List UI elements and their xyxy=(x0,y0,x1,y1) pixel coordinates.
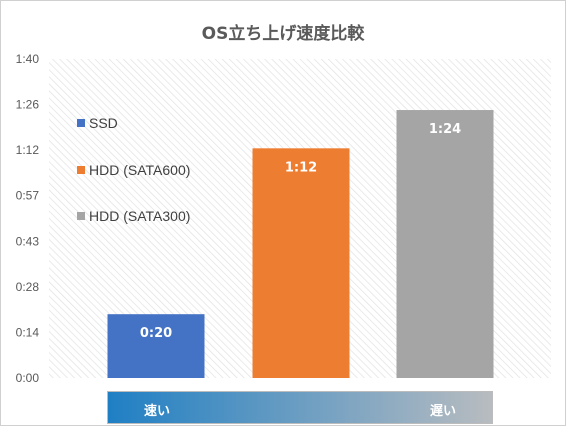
speed-scale-bar: 速い 遅い xyxy=(107,391,493,424)
y-tick-label: 1:40 xyxy=(16,52,40,66)
y-tick-label: 0:00 xyxy=(16,371,40,385)
legend-label: HDD (SATA300) xyxy=(89,208,191,224)
data-label-2: 1:24 xyxy=(429,122,461,137)
y-tick-label: 0:57 xyxy=(16,189,40,203)
y-tick-label: 1:26 xyxy=(16,98,40,112)
data-labels-group: 0:20 1:12 1:24 xyxy=(140,122,461,341)
legend-item: HDD (SATA600) xyxy=(77,162,190,178)
bar-2 xyxy=(396,110,494,378)
chart-title: OS立ち上げ速度比較 xyxy=(201,24,365,44)
data-label-0: 0:20 xyxy=(140,326,172,341)
legend-item: HDD (SATA300) xyxy=(77,208,190,224)
data-label-1: 1:12 xyxy=(285,160,317,175)
legend-swatch xyxy=(77,119,85,128)
legend-label: HDD (SATA600) xyxy=(89,162,191,178)
y-tick-label: 0:28 xyxy=(16,280,40,294)
legend-swatch xyxy=(77,212,85,221)
bar-1 xyxy=(252,148,350,378)
y-tick-label: 0:14 xyxy=(16,325,40,339)
legend-label: SSD xyxy=(89,115,118,131)
bar-0 xyxy=(107,314,205,378)
speed-slow-label: 遅い xyxy=(429,404,456,419)
y-tick-label: 0:43 xyxy=(16,234,40,248)
bars-group xyxy=(107,110,494,378)
y-tick-label: 1:12 xyxy=(16,143,40,157)
speed-fast-label: 速い xyxy=(144,404,171,419)
y-axis: 0:00 0:14 0:28 0:43 0:57 1:12 1:26 1:40 xyxy=(16,52,40,385)
legend-item: SSD xyxy=(77,115,118,131)
legend-swatch xyxy=(77,166,85,175)
